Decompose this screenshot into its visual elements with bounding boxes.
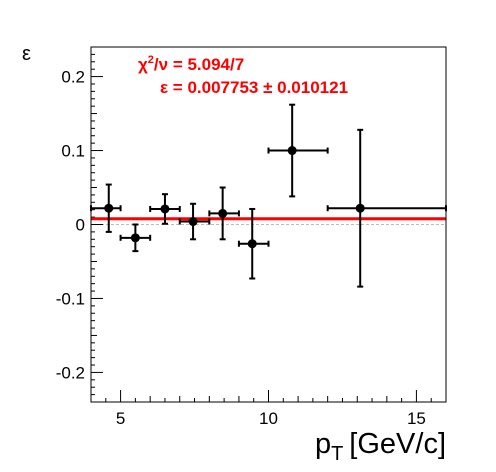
x-tick-label: 15 (407, 409, 426, 428)
chi2-symbol: χ (138, 55, 148, 74)
data-point (326, 128, 447, 288)
x-tick-label: 5 (116, 409, 125, 428)
data-point (149, 193, 181, 225)
point-marker (188, 217, 198, 227)
chi2-value: /ν = 5.094/7 (154, 55, 244, 74)
point-marker (287, 146, 297, 156)
y-tick-label: 0.2 (61, 68, 85, 87)
data-point (119, 223, 152, 253)
y-axis-label: ε (22, 43, 31, 65)
y-tick-label: 0 (76, 216, 85, 235)
point-marker (218, 208, 228, 218)
axis-tick-labels: 5 10 15 -0.2 -0.1 0 0.1 0.2 (56, 68, 426, 428)
x-tick-label: 10 (259, 409, 278, 428)
x-axis-label: pT [GeV/c] (315, 428, 446, 465)
point-marker (160, 204, 170, 214)
point-marker (355, 203, 365, 213)
plot-frame (90, 46, 447, 403)
data-point (178, 202, 211, 241)
data-point (237, 207, 270, 280)
data-point (267, 103, 329, 198)
data-point (208, 186, 240, 241)
x-axis-label-unit: [GeV/c] (349, 428, 446, 460)
y-tick-label: -0.1 (56, 289, 85, 308)
chi2-annotation: χ2/ν = 5.094/7 (138, 54, 244, 74)
epsilon-annotation: ε = 0.007753 ± 0.010121 (160, 78, 348, 97)
x-axis-label-subscript: T (331, 443, 343, 465)
axis-ticks (90, 46, 447, 403)
point-marker (130, 233, 140, 243)
point-marker (104, 203, 114, 213)
point-marker (247, 239, 257, 249)
x-axis-label-main: p (315, 428, 331, 460)
data-point (90, 183, 122, 233)
chi2-superscript: 2 (148, 54, 154, 66)
data-points (90, 103, 447, 288)
y-tick-label: -0.2 (56, 363, 85, 382)
y-tick-label: 0.1 (61, 142, 85, 161)
